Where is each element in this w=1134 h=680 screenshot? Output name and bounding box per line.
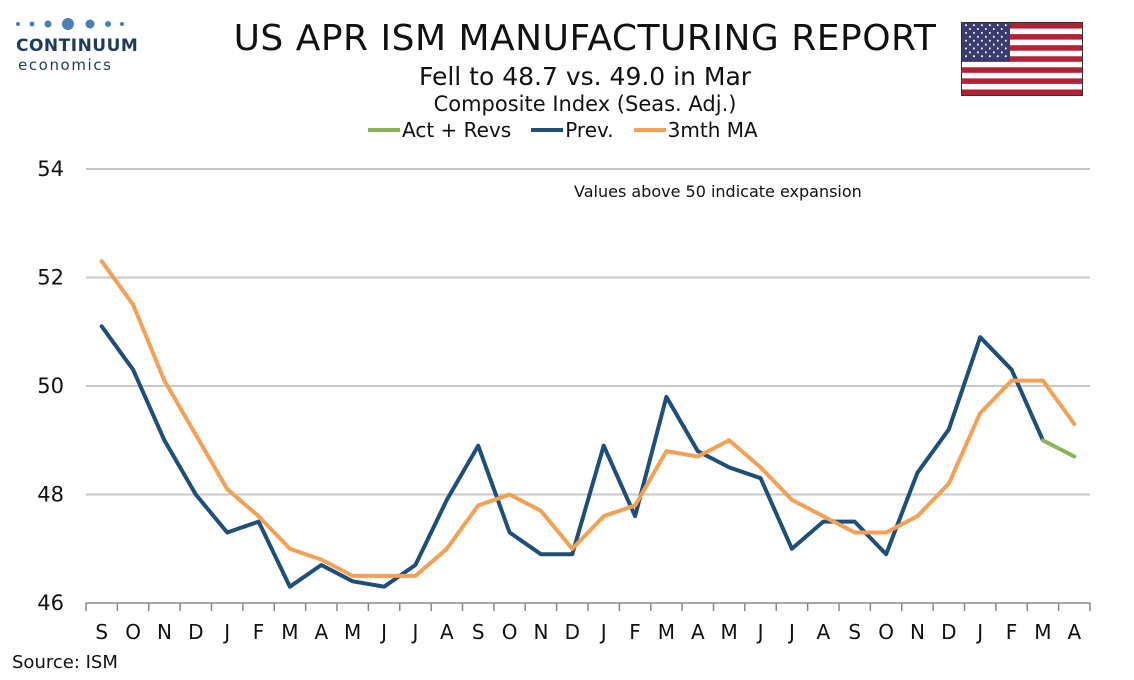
- chart-title: US APR ISM MANUFACTURING REPORT: [233, 18, 937, 59]
- us-flag-icon: [961, 22, 1083, 96]
- y-tick-label: 48: [37, 483, 64, 507]
- x-tick-label: A: [691, 620, 705, 644]
- x-tick-label: M: [658, 620, 675, 644]
- x-tick-label: O: [125, 620, 141, 644]
- y-tick-label: 52: [37, 266, 64, 290]
- y-tick-label: 54: [37, 157, 64, 181]
- chart-subtitle: Fell to 48.7 vs. 49.0 in Mar: [418, 62, 752, 91]
- legend-swatch-3mth-ma: [633, 128, 666, 132]
- legend-swatch-act-revs: [368, 128, 400, 132]
- x-tick-label: N: [910, 620, 925, 644]
- x-tick-label: D: [565, 620, 580, 644]
- x-tick-label: J: [787, 620, 795, 644]
- legend-item-act-revs: Act + Revs: [368, 118, 511, 142]
- series-line-3mth-ma: [99, 259, 1077, 578]
- x-tick-label: S: [472, 620, 485, 644]
- source-note: Source: ISM: [12, 652, 118, 673]
- x-tick-label: J: [599, 620, 607, 644]
- chart-annotation: Values above 50 indicate expansion: [574, 182, 862, 201]
- x-tick-label: D: [941, 620, 956, 644]
- x-tick-label: S: [95, 620, 108, 644]
- logo-word-continuum: CONTINUUM: [16, 36, 139, 56]
- logo-dots-icon: [16, 18, 124, 30]
- series-line-prev: [99, 324, 1045, 589]
- x-tick-label: S: [848, 620, 861, 644]
- legend-label-act-revs: Act + Revs: [402, 118, 512, 142]
- y-tick-label: 50: [37, 374, 64, 398]
- x-tick-label: O: [878, 620, 894, 644]
- x-tick-label: A: [440, 620, 454, 644]
- x-tick-label: J: [756, 620, 764, 644]
- legend-item-prev: Prev.: [531, 118, 614, 142]
- x-tick-label: M: [1034, 620, 1051, 644]
- legend-swatch-prev: [531, 128, 564, 132]
- continuum-logo: CONTINUUM economics: [12, 14, 142, 74]
- x-tick-label: J: [379, 620, 387, 644]
- chart-subtitle-2: Composite Index (Seas. Adj.): [433, 92, 737, 116]
- x-tick-label: A: [314, 620, 328, 644]
- x-tick-label: J: [410, 620, 418, 644]
- x-tick-label: J: [222, 620, 230, 644]
- x-tick-label: F: [1006, 620, 1018, 644]
- x-tick-label: N: [157, 620, 172, 644]
- x-tick-label: D: [188, 620, 203, 644]
- x-tick-label: M: [721, 620, 738, 644]
- y-tick-label: 46: [37, 591, 64, 615]
- x-tick-label: O: [502, 620, 518, 644]
- legend-label-3mth-ma: 3mth MA: [667, 118, 758, 142]
- x-tick-label: J: [975, 620, 983, 644]
- x-tick-label: M: [281, 620, 298, 644]
- x-tick-label: N: [533, 620, 548, 644]
- x-tick-label: A: [816, 620, 830, 644]
- x-tick-label: F: [253, 620, 265, 644]
- x-tick-label: A: [1067, 620, 1081, 644]
- legend-label-prev: Prev.: [565, 118, 614, 142]
- logo-word-economics: economics: [18, 56, 113, 74]
- legend-item-3mth-ma: 3mth MA: [633, 118, 758, 142]
- series-line-act-revs: [1040, 438, 1077, 459]
- x-tick-label: F: [629, 620, 641, 644]
- x-tick-label: M: [344, 620, 361, 644]
- chart-legend: Act + Revs Prev. 3mth MA: [368, 118, 758, 142]
